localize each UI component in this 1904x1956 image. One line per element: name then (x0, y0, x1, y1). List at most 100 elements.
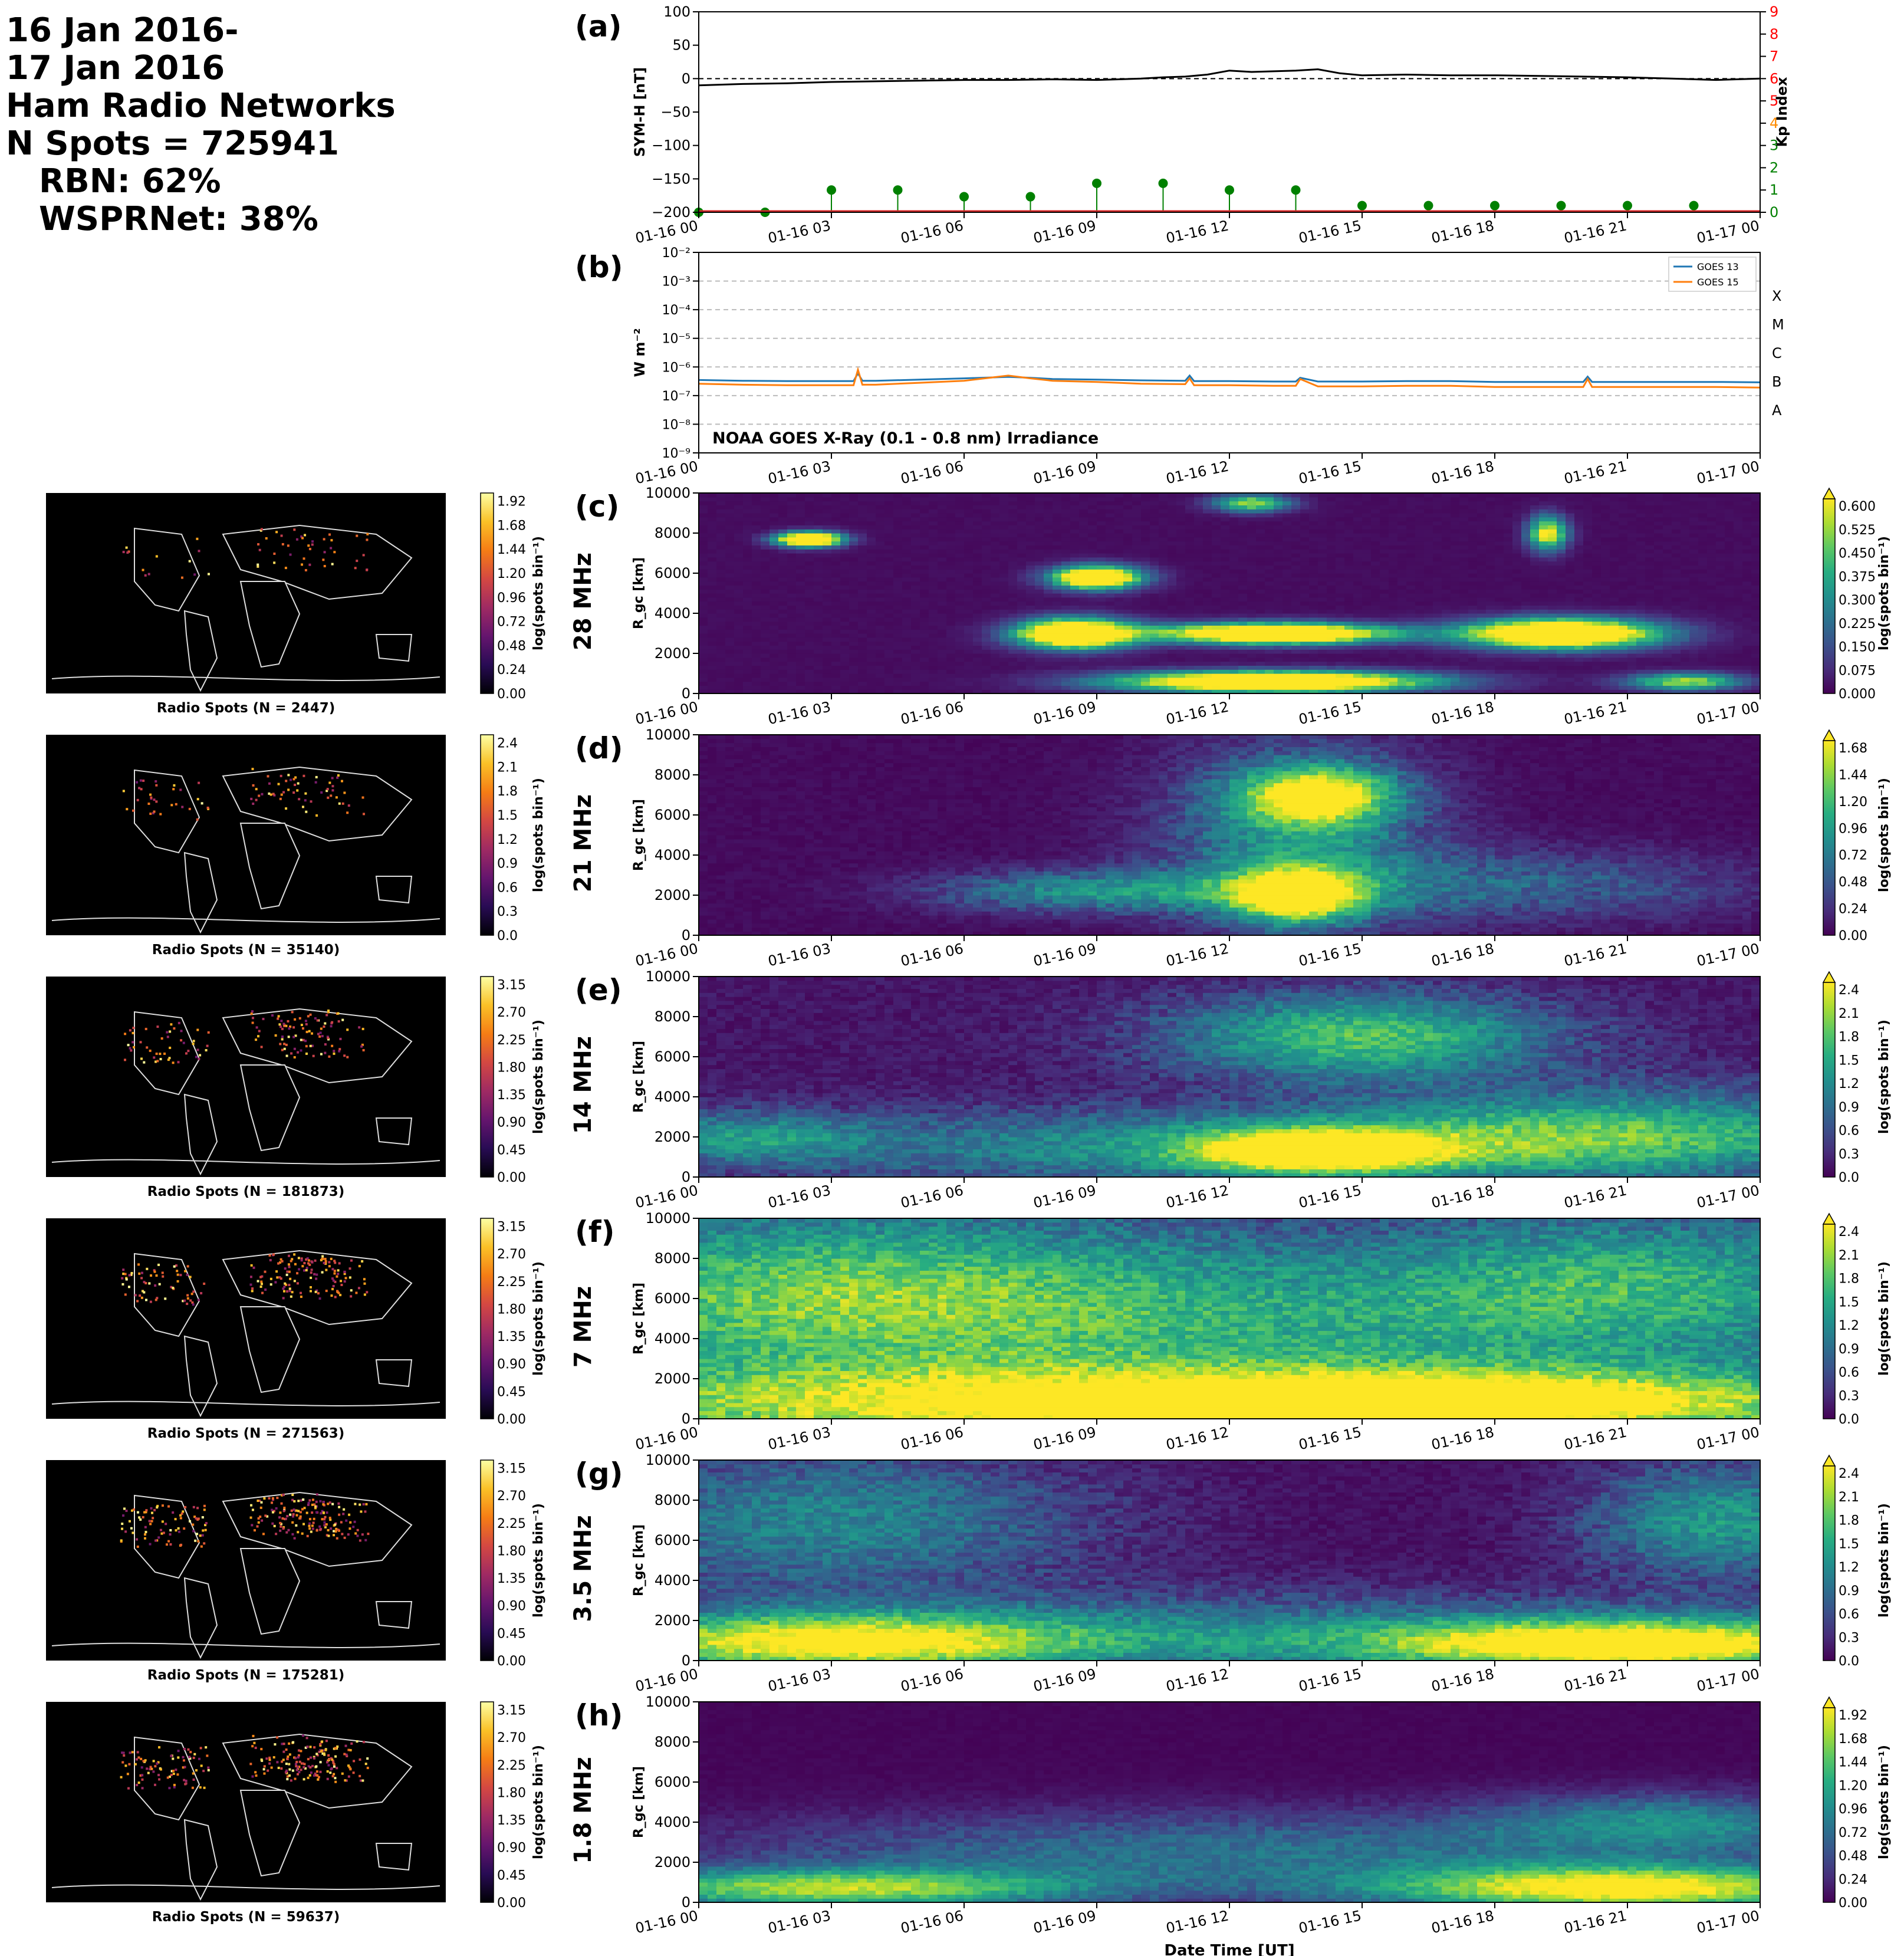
heatmap-cell (1406, 501, 1416, 505)
heatmap-cell (1194, 645, 1203, 649)
heatmap-cell (1406, 601, 1416, 606)
heatmap-cell (1079, 629, 1089, 633)
heatmap-cell (761, 565, 770, 569)
heatmap-cell (1035, 633, 1044, 637)
heatmap-cell (823, 597, 832, 601)
heatmap-cell (752, 609, 761, 613)
heatmap-cell (778, 581, 788, 586)
heatmap-cell (1283, 557, 1292, 561)
heatmap-cell (893, 521, 903, 525)
heatmap-cell (1212, 637, 1221, 642)
heatmap-cell (911, 625, 920, 629)
heatmap-cell (1159, 549, 1168, 553)
heatmap-cell (849, 685, 859, 689)
heatmap-cell (876, 629, 885, 633)
heatmap-cell (1017, 521, 1027, 525)
heatmap-cell (1424, 645, 1433, 649)
heatmap-cell (743, 637, 752, 642)
heatmap-cell (876, 553, 885, 557)
heatmap-cell (787, 597, 797, 601)
heatmap-cell (831, 505, 841, 509)
heatmap-cell (929, 682, 938, 686)
heatmap-cell (699, 609, 708, 613)
heatmap-cell (999, 585, 1009, 589)
legend-label: GOES 13 (1697, 261, 1739, 272)
heatmap-cell (1371, 549, 1380, 553)
heatmap-cell (1371, 589, 1380, 593)
heatmap-cell (1371, 673, 1380, 678)
heatmap-cell (964, 637, 974, 642)
heatmap-cell (1088, 517, 1097, 521)
heatmap-cell (1344, 573, 1354, 577)
heatmap-cell (884, 565, 894, 569)
heatmap-cell (1221, 622, 1230, 626)
heatmap-cell (884, 625, 894, 629)
heatmap-cell (796, 637, 805, 642)
heatmap-cell (708, 673, 717, 678)
heatmap-cell (1035, 517, 1044, 521)
heatmap-cell (1380, 581, 1389, 586)
heatmap-cell (929, 633, 938, 637)
heatmap-cell (1008, 645, 1018, 649)
heatmap-cell (725, 553, 735, 557)
heatmap-cell (1097, 653, 1106, 658)
heatmap-cell (778, 665, 788, 669)
heatmap-cell (1176, 658, 1186, 662)
heatmap-cell (1185, 662, 1195, 666)
heatmap-cell (893, 613, 903, 617)
heatmap-cell (752, 501, 761, 505)
heatmap-cell (1371, 509, 1380, 513)
heatmap-cell (1238, 658, 1248, 662)
heatmap-cell (973, 653, 982, 658)
heatmap-cell (734, 581, 744, 586)
heatmap-cell (1194, 505, 1203, 509)
heatmap-cell (699, 622, 708, 626)
heatmap-cell (716, 577, 726, 581)
heatmap-cell (858, 593, 867, 597)
heatmap-cell (1256, 662, 1265, 666)
heatmap-cell (716, 517, 726, 521)
heatmap-cell (1336, 649, 1345, 653)
heatmap-cell (911, 561, 920, 566)
heatmap-cell (849, 682, 859, 686)
heatmap-cell (902, 525, 912, 529)
heatmap-cell (1203, 622, 1212, 626)
heatmap-cell (1106, 561, 1115, 566)
heatmap-cell (823, 678, 832, 682)
kp-point (1159, 179, 1168, 188)
heatmap-cell (1300, 537, 1310, 541)
heatmap-cell (973, 605, 982, 609)
heatmap-cell (1079, 581, 1089, 586)
heatmap-cell (1344, 613, 1354, 617)
x-tick-label: 01-16 09 (1032, 458, 1097, 487)
heatmap-cell (1141, 609, 1150, 613)
heatmap-cell (955, 505, 965, 509)
heatmap-cell (796, 505, 805, 509)
heatmap-cell (955, 662, 965, 666)
heatmap-cell (1203, 609, 1212, 613)
heatmap-cell (699, 497, 708, 501)
heatmap-cell (893, 561, 903, 566)
heatmap-cell (778, 597, 788, 601)
heatmap-cell (1336, 509, 1345, 513)
x-tick-label: 01-16 12 (1165, 458, 1230, 487)
heatmap-cell (1212, 525, 1221, 529)
heatmap-cell (1327, 541, 1336, 545)
heatmap-cell (1168, 662, 1177, 666)
heatmap-cell (1344, 645, 1354, 649)
heatmap-cell (752, 565, 761, 569)
heatmap-cell (1291, 625, 1301, 629)
heatmap-cell (1283, 553, 1292, 557)
heatmap-cell (1247, 521, 1257, 525)
heatmap-cell (1344, 637, 1354, 642)
heatmap-cell (778, 669, 788, 673)
heatmap-cell (1336, 493, 1345, 497)
heatmap-cell (796, 669, 805, 673)
heatmap-cell (991, 517, 1000, 521)
heatmap-cell (796, 662, 805, 666)
heatmap-cell (716, 561, 726, 566)
heatmap-cell (1380, 662, 1389, 666)
heatmap-cell (1336, 497, 1345, 501)
heatmap-cell (1168, 597, 1177, 601)
heatmap-cell (1291, 633, 1301, 637)
